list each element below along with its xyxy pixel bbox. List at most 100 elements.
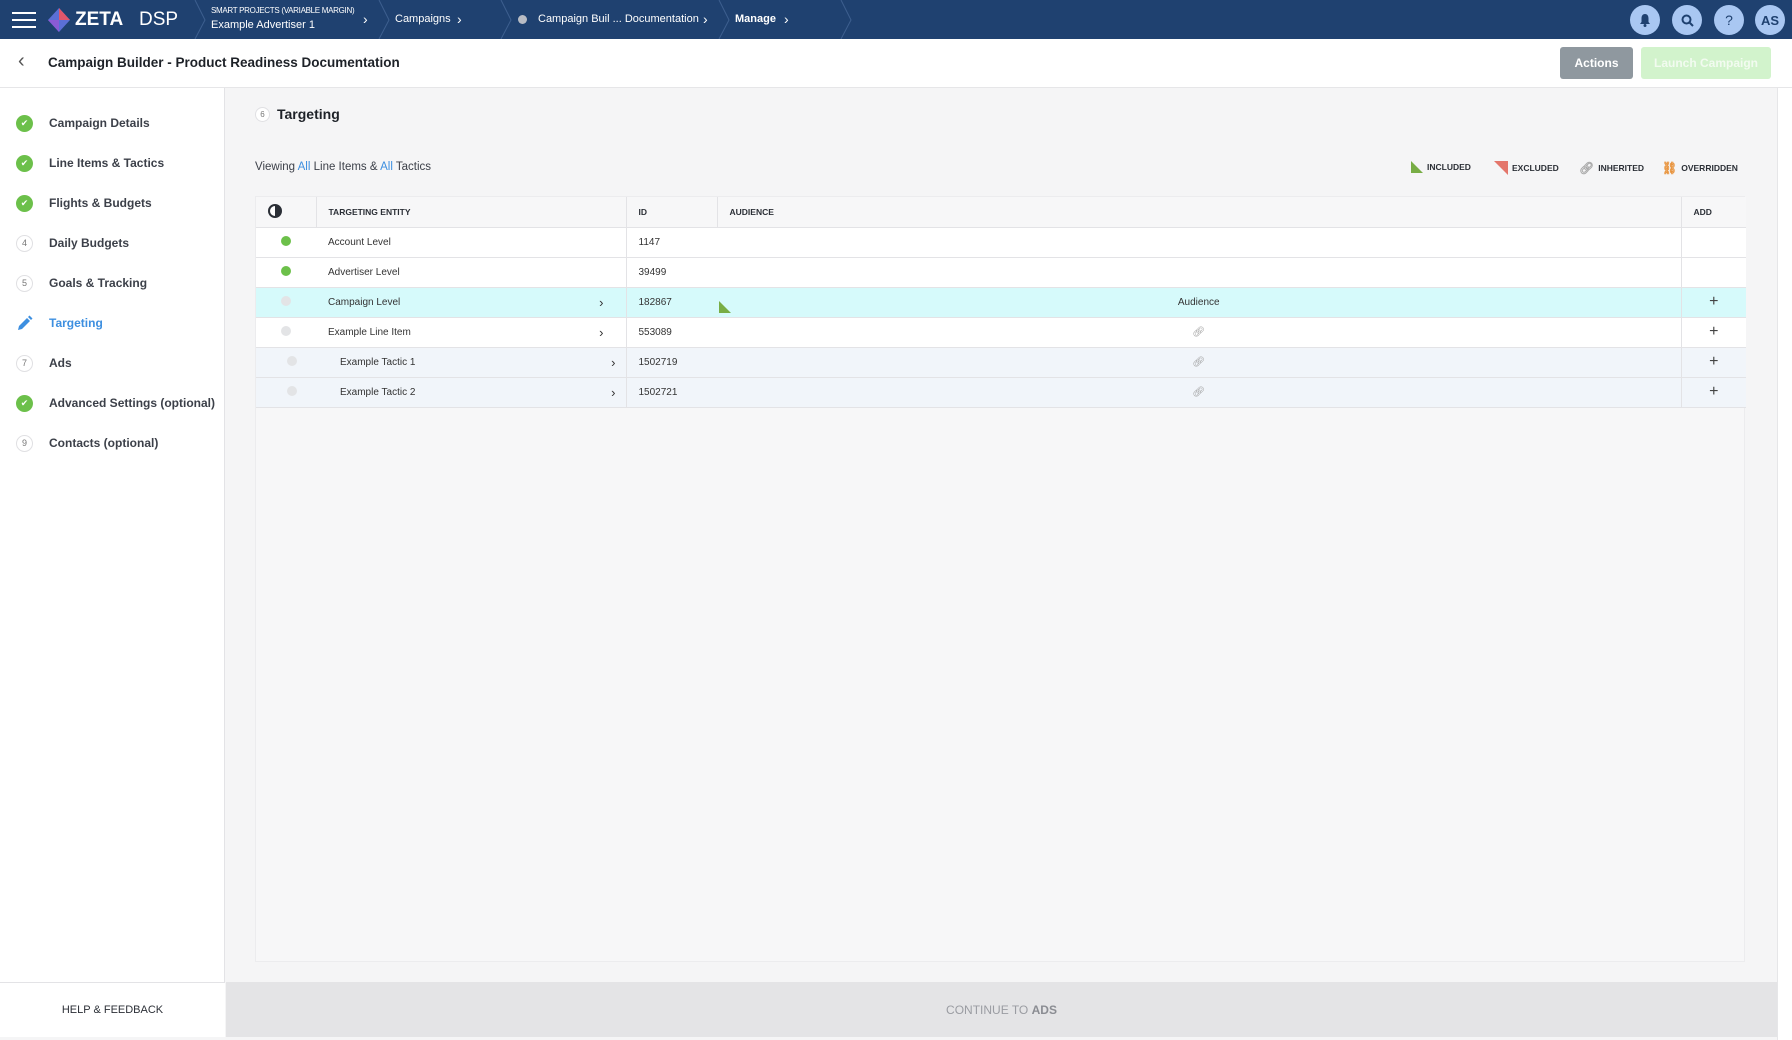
status-dot-inactive <box>287 355 297 366</box>
menu-icon[interactable] <box>12 12 36 28</box>
targeting-table: TARGETING ENTITY ID AUDIENCE ADD Account… <box>256 197 1746 408</box>
audience-label: Audience <box>1177 296 1220 308</box>
check-icon: ✔ <box>16 154 33 172</box>
search-button[interactable] <box>1672 5 1702 35</box>
help-icon: ? <box>1725 12 1733 28</box>
zeta-logo-icon <box>48 8 70 32</box>
table-row[interactable]: Example Tactic 2 › 1502721 🔗︎ + <box>256 377 1746 408</box>
link-icon: 🔗︎ <box>1192 326 1206 338</box>
audience-cell: 🔗︎ <box>717 317 1681 348</box>
entity-name: Example Line Item <box>328 326 411 338</box>
add-button[interactable]: + <box>1680 347 1746 378</box>
entity-id: 1147 <box>625 227 717 258</box>
notifications-button[interactable] <box>1630 5 1660 35</box>
chevron-right-icon[interactable]: › <box>599 324 604 340</box>
user-avatar[interactable]: AS <box>1755 5 1785 35</box>
half-circle-icon[interactable] <box>268 203 282 218</box>
breadcrumb-campaign[interactable]: Campaign Buil ... Documentation <box>538 13 699 25</box>
chevron-right-icon[interactable]: › <box>611 384 616 400</box>
continue-label: CONTINUE TO <box>946 1002 1029 1017</box>
entity-id: 39499 <box>625 257 717 288</box>
sidebar-item-line-items[interactable]: ✔ Line Items & Tactics <box>0 147 225 179</box>
viewing-label: Line Items & <box>313 161 378 173</box>
add-cell <box>1680 257 1746 288</box>
entity-name: Example Tactic 1 <box>340 356 416 368</box>
audience-cell: 🔗︎ <box>717 347 1681 378</box>
audience-cell <box>717 257 1681 288</box>
sidebar-item-label: Line Items & Tactics <box>49 156 165 170</box>
entity-cell[interactable]: Example Tactic 1 › <box>316 347 626 378</box>
actions-button[interactable]: Actions <box>1560 47 1633 79</box>
sidebar-item-contacts[interactable]: 9 Contacts (optional) <box>0 427 225 459</box>
targeting-table-panel: TARGETING ENTITY ID AUDIENCE ADD Account… <box>255 196 1746 962</box>
check-icon: ✔ <box>16 194 33 212</box>
breadcrumb-separator <box>500 0 512 39</box>
chevron-right-icon: › <box>363 11 368 27</box>
sidebar-item-label: Flights & Budgets <box>49 196 152 210</box>
status-dot-active <box>281 265 291 276</box>
help-feedback-link[interactable]: HELP & FEEDBACK <box>0 982 225 1037</box>
sidebar-item-flights-budgets[interactable]: ✔ Flights & Budgets <box>0 187 225 219</box>
sidebar-item-ads[interactable]: 7 Ads <box>0 347 225 379</box>
table-row[interactable]: Campaign Level › 182867 Audience + <box>256 287 1746 318</box>
audience-cell[interactable]: Audience <box>717 287 1681 318</box>
viewing-filter: Viewing All Line Items & All Tactics <box>255 161 431 173</box>
back-arrow-icon[interactable]: ‹ <box>18 50 25 72</box>
sidebar-item-daily-budgets[interactable]: 4 Daily Budgets <box>0 227 225 259</box>
breadcrumb-campaigns[interactable]: Campaigns <box>395 13 451 25</box>
check-icon: ✔ <box>16 114 33 132</box>
breadcrumb-advertiser-label[interactable]: Example Advertiser 1 <box>211 19 315 31</box>
scrollbar[interactable] <box>1777 88 1792 1040</box>
line-items-filter-link[interactable]: All <box>297 161 311 173</box>
section-title: Targeting <box>277 106 340 122</box>
toggle-all-header[interactable] <box>256 197 317 228</box>
pencil-icon <box>16 315 33 332</box>
breadcrumb-separator <box>378 0 390 39</box>
chevron-right-icon: › <box>784 11 789 27</box>
legend-included: INCLUDED <box>1411 161 1471 173</box>
audience-cell <box>717 227 1681 258</box>
breadcrumb-manage[interactable]: Manage <box>735 13 776 25</box>
add-button[interactable]: + <box>1680 317 1746 348</box>
bell-icon <box>1640 13 1650 27</box>
sidebar-item-targeting[interactable]: Targeting <box>0 307 225 339</box>
step-number-badge: 6 <box>255 107 270 122</box>
entity-cell[interactable]: Example Line Item › <box>316 317 626 348</box>
table-row[interactable]: Example Line Item › 553089 🔗︎ + <box>256 317 1746 348</box>
step-number-icon: 7 <box>16 354 33 372</box>
status-dot-inactive <box>281 325 291 336</box>
sidebar-item-label: Contacts (optional) <box>49 436 159 450</box>
table-row[interactable]: Example Tactic 1 › 1502719 🔗︎ + <box>256 347 1746 378</box>
breadcrumb-project-label: SMART PROJECTS (VARIABLE MARGIN) <box>211 6 355 15</box>
included-icon <box>1411 161 1423 173</box>
brand-name[interactable]: ZETA <box>75 9 124 30</box>
sidebar-item-campaign-details[interactable]: ✔ Campaign Details <box>0 107 225 139</box>
legend-label: INHERITED <box>1598 163 1645 173</box>
table-row[interactable]: Account Level 1147 <box>256 227 1746 258</box>
table-row[interactable]: Advertiser Level 39499 <box>256 257 1746 288</box>
launch-campaign-button[interactable]: Launch Campaign <box>1641 47 1771 79</box>
sidebar-item-goals-tracking[interactable]: 5 Goals & Tracking <box>0 267 225 299</box>
continue-to-ads-button[interactable]: CONTINUE TO ADS <box>226 982 1777 1037</box>
add-button[interactable]: + <box>1680 287 1746 318</box>
chevron-right-icon[interactable]: › <box>611 354 616 370</box>
included-icon <box>719 300 731 313</box>
tactics-filter-link[interactable]: All <box>380 161 393 173</box>
chevron-right-icon[interactable]: › <box>599 294 604 310</box>
page-header: ‹ Campaign Builder - Product Readiness D… <box>0 39 1792 88</box>
broken-link-icon: ⛓︎ <box>1662 161 1678 175</box>
help-button[interactable]: ? <box>1714 5 1744 35</box>
chevron-right-icon: › <box>703 11 708 27</box>
brand-suffix: DSP <box>139 9 179 30</box>
sidebar-item-advanced-settings[interactable]: ✔ Advanced Settings (optional) <box>0 387 225 419</box>
status-dot-icon <box>518 15 527 24</box>
sidebar-item-label: Targeting <box>49 316 103 330</box>
entity-cell[interactable]: Campaign Level › <box>316 287 626 318</box>
entity-cell[interactable]: Example Tactic 2 › <box>316 377 626 408</box>
viewing-label: Tactics <box>395 161 432 173</box>
sidebar-item-label: Campaign Details <box>49 116 150 130</box>
add-button[interactable]: + <box>1680 377 1746 408</box>
legend-label: EXCLUDED <box>1512 163 1559 173</box>
step-number-icon: 9 <box>16 434 33 452</box>
continue-target: ADS <box>1031 1002 1057 1017</box>
